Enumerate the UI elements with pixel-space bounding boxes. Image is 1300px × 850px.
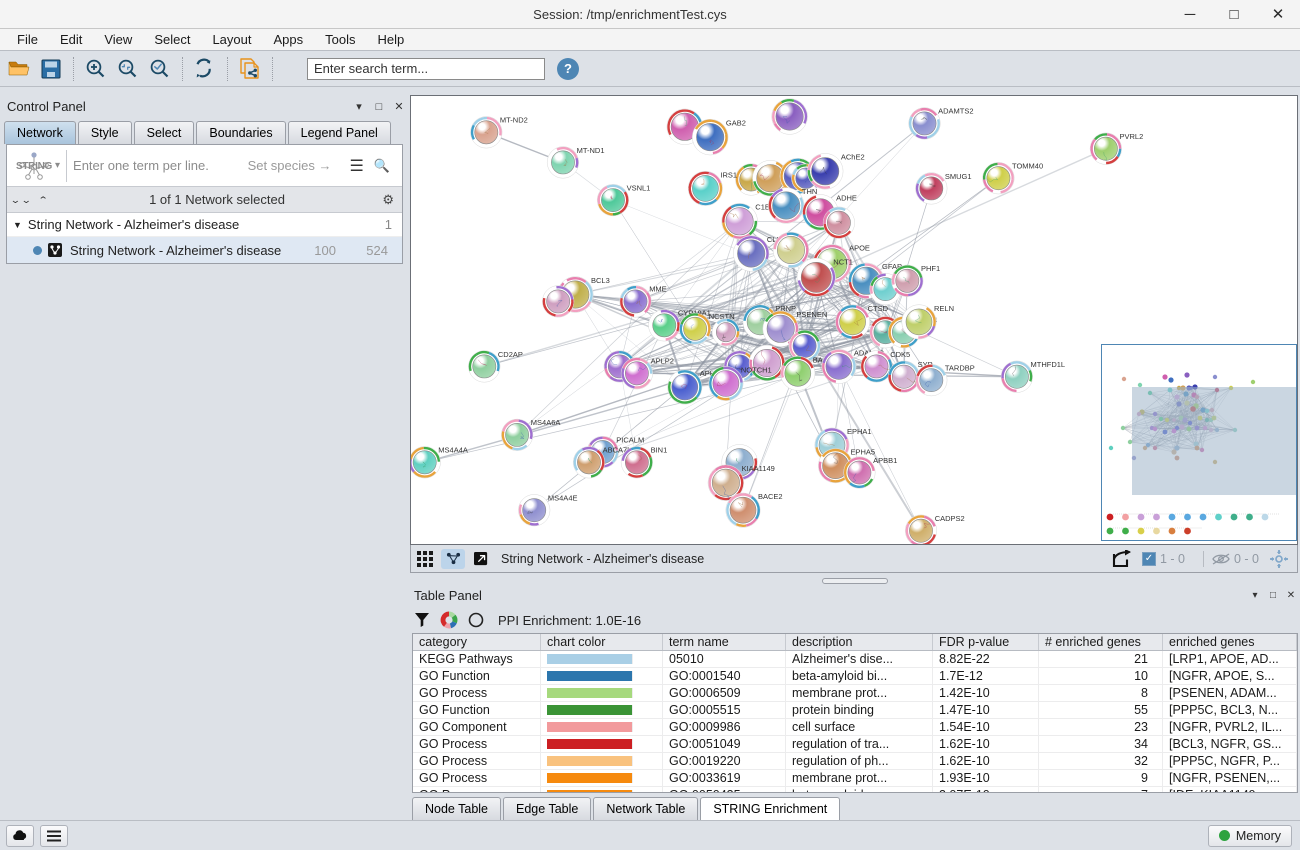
svg-text:CDK5: CDK5 <box>890 350 910 359</box>
svg-text:CADPS2: CADPS2 <box>935 514 965 523</box>
svg-text:AChE2: AChE2 <box>841 153 865 162</box>
svg-text:APBB1: APBB1 <box>873 456 897 465</box>
svg-text:RELN: RELN <box>934 304 954 313</box>
svg-text:ADHE: ADHE <box>836 194 857 203</box>
svg-text:MTHFD1L: MTHFD1L <box>1031 360 1066 369</box>
svg-text:EPHA5: EPHA5 <box>851 448 876 457</box>
svg-text:VSNL1: VSNL1 <box>627 183 651 192</box>
svg-text:PICALM: PICALM <box>616 435 644 444</box>
svg-text:MS4A4A: MS4A4A <box>438 446 468 455</box>
svg-text:IRS1: IRS1 <box>720 170 737 179</box>
svg-text:APOE: APOE <box>849 244 870 253</box>
svg-text:APLP2: APLP2 <box>651 357 674 366</box>
svg-text:TARDBP: TARDBP <box>945 364 975 373</box>
svg-text:C1B: C1B <box>755 203 770 212</box>
svg-text:PSENEN: PSENEN <box>796 310 827 319</box>
svg-text:BIN1: BIN1 <box>651 446 668 455</box>
svg-text:MS4A4E: MS4A4E <box>548 494 578 503</box>
svg-text:PVRL2: PVRL2 <box>1120 132 1144 141</box>
svg-text:NOTCH1: NOTCH1 <box>741 366 772 375</box>
svg-text:ADAMTS2: ADAMTS2 <box>938 107 973 116</box>
svg-text:MME: MME <box>649 285 667 294</box>
svg-text:SMUG1: SMUG1 <box>945 172 972 181</box>
svg-text:BACE2: BACE2 <box>758 492 783 501</box>
svg-text:MS4A6A: MS4A6A <box>531 418 561 427</box>
svg-text:BCL3: BCL3 <box>591 276 610 285</box>
svg-text:GAB2: GAB2 <box>726 118 746 127</box>
svg-text:THN: THN <box>802 187 817 196</box>
svg-text:KIAA1149: KIAA1149 <box>742 464 775 473</box>
svg-text:TOMM40: TOMM40 <box>1012 162 1043 171</box>
svg-text:CTSD: CTSD <box>868 304 889 313</box>
svg-text:MT-ND2: MT-ND2 <box>500 116 528 125</box>
svg-text:CD2AP: CD2AP <box>498 350 523 359</box>
svg-text:MT-ND1: MT-ND1 <box>577 146 605 155</box>
svg-text:NCT1: NCT1 <box>833 257 853 266</box>
svg-text:EPHA1: EPHA1 <box>847 427 872 436</box>
svg-text:PHF1: PHF1 <box>921 264 940 273</box>
